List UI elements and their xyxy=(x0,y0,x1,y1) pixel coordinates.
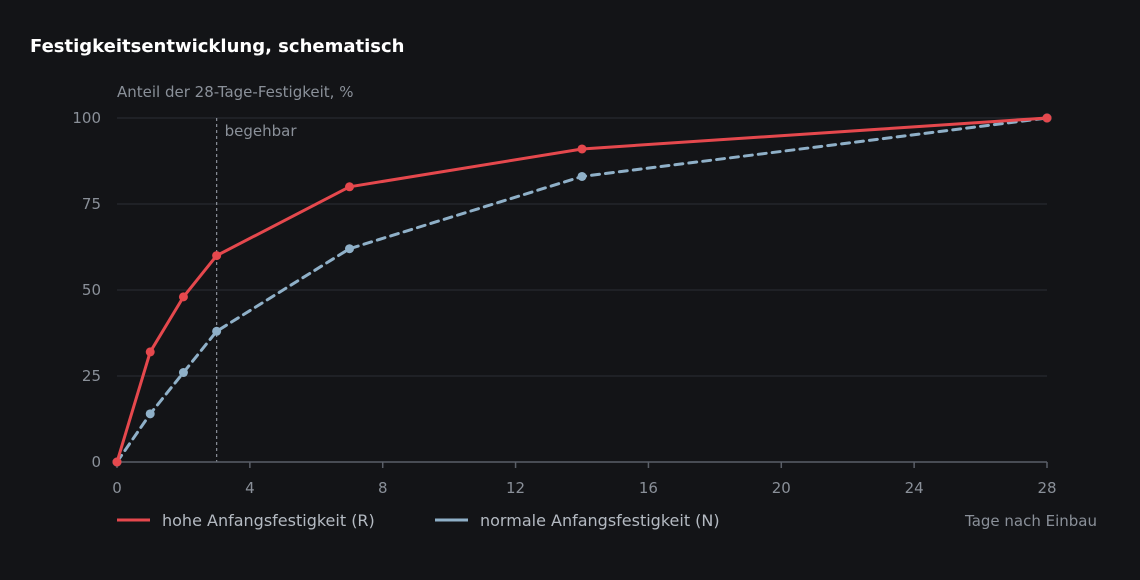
x-axis-label: Tage nach Einbau xyxy=(964,512,1097,530)
x-tick-label-24: 24 xyxy=(905,479,924,497)
series-0-point-1 xyxy=(145,347,155,357)
x-tick-label-16: 16 xyxy=(639,479,658,497)
series-0-point-3 xyxy=(212,251,222,261)
x-tick-label-20: 20 xyxy=(772,479,791,497)
x-tick-label-0: 0 xyxy=(112,479,122,497)
x-tick-label-8: 8 xyxy=(378,479,388,497)
annotation-label: begehbar xyxy=(225,122,298,140)
legend: hohe Anfangsfestigkeit (R) normale Anfang… xyxy=(117,511,720,530)
series-1-point-1 xyxy=(145,409,155,419)
legend-label-1: normale Anfangsfestigkeit (N) xyxy=(480,511,720,530)
y-tick-label-0: 0 xyxy=(91,453,101,471)
series-1-point-4 xyxy=(345,244,354,254)
series-0-point-5 xyxy=(577,144,587,154)
y-tick-label-100: 100 xyxy=(72,109,101,127)
y-tick-label-75: 75 xyxy=(82,195,101,213)
y-tick-label-25: 25 xyxy=(82,367,101,385)
series-1-point-3 xyxy=(212,326,222,336)
series-0-point-2 xyxy=(178,292,188,302)
series-1-point-5 xyxy=(577,171,587,181)
series-0-point-4 xyxy=(345,182,354,192)
y-axis-label: Anteil der 28-Tage-Festigkeit, % xyxy=(117,83,353,101)
x-tick-label-4: 4 xyxy=(245,479,255,497)
axes: 0 25 50 75 100 0 4 8 12 16 20 24 28 xyxy=(72,109,1056,497)
annotation-layer: begehbar xyxy=(216,118,298,462)
y-tick-label-50: 50 xyxy=(82,281,101,299)
series-1-point-2 xyxy=(178,368,188,378)
series-0-point-6 xyxy=(1042,113,1052,123)
series-layer xyxy=(112,113,1052,467)
x-tick-label-28: 28 xyxy=(1037,479,1056,497)
x-tick-label-12: 12 xyxy=(506,479,525,497)
chart-title: Festigkeitsentwicklung, schematisch xyxy=(30,36,404,57)
grid xyxy=(117,117,1047,377)
series-0-point-0 xyxy=(112,457,122,467)
legend-label-0: hohe Anfangsfestigkeit (R) xyxy=(162,511,375,530)
